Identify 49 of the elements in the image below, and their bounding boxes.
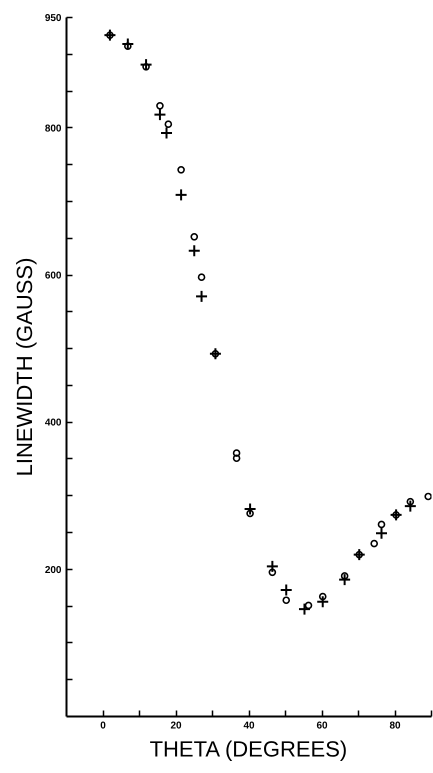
point bbox=[103, 28, 116, 42]
point bbox=[304, 602, 312, 610]
point bbox=[153, 108, 166, 122]
point bbox=[280, 583, 293, 596]
point bbox=[232, 449, 240, 457]
point bbox=[282, 596, 290, 604]
point bbox=[352, 548, 366, 562]
y-axis-title: LINEWIDTH (GAUSS) bbox=[12, 258, 37, 476]
x-tick-label: 80 bbox=[389, 720, 401, 732]
point bbox=[198, 273, 206, 282]
point bbox=[390, 508, 403, 522]
point bbox=[190, 232, 198, 241]
point bbox=[374, 526, 388, 540]
point bbox=[370, 540, 378, 548]
y-tick-label: 200 bbox=[44, 564, 62, 576]
point bbox=[318, 592, 327, 600]
point bbox=[177, 166, 185, 174]
x-tick-label: 0 bbox=[100, 720, 106, 732]
x-tick-label: 20 bbox=[170, 720, 182, 732]
y-tick-label: 800 bbox=[44, 123, 62, 134]
point bbox=[244, 502, 257, 516]
point bbox=[266, 560, 279, 573]
point bbox=[338, 573, 352, 586]
point bbox=[424, 492, 432, 500]
point bbox=[195, 290, 208, 303]
point bbox=[404, 500, 417, 513]
x-tick-label: 40 bbox=[243, 720, 255, 732]
point bbox=[188, 244, 201, 258]
point bbox=[316, 595, 330, 608]
point bbox=[212, 350, 220, 358]
point bbox=[156, 102, 164, 110]
point bbox=[355, 550, 364, 558]
point bbox=[392, 511, 400, 519]
y-tick-label: 950 bbox=[44, 13, 62, 24]
point bbox=[174, 188, 188, 202]
y-tick-label: 400 bbox=[44, 418, 62, 429]
point bbox=[378, 520, 386, 528]
x-axis-title: THETA (DEGREES) bbox=[150, 736, 348, 762]
point bbox=[340, 572, 348, 580]
point bbox=[164, 120, 172, 128]
point bbox=[232, 454, 240, 462]
point bbox=[208, 347, 222, 360]
point bbox=[406, 498, 414, 506]
point bbox=[160, 126, 174, 140]
point bbox=[298, 602, 311, 616]
point bbox=[121, 37, 134, 50]
point bbox=[106, 31, 114, 39]
x-tick-label: 60 bbox=[316, 720, 328, 732]
y-tick-label: 600 bbox=[44, 270, 62, 282]
